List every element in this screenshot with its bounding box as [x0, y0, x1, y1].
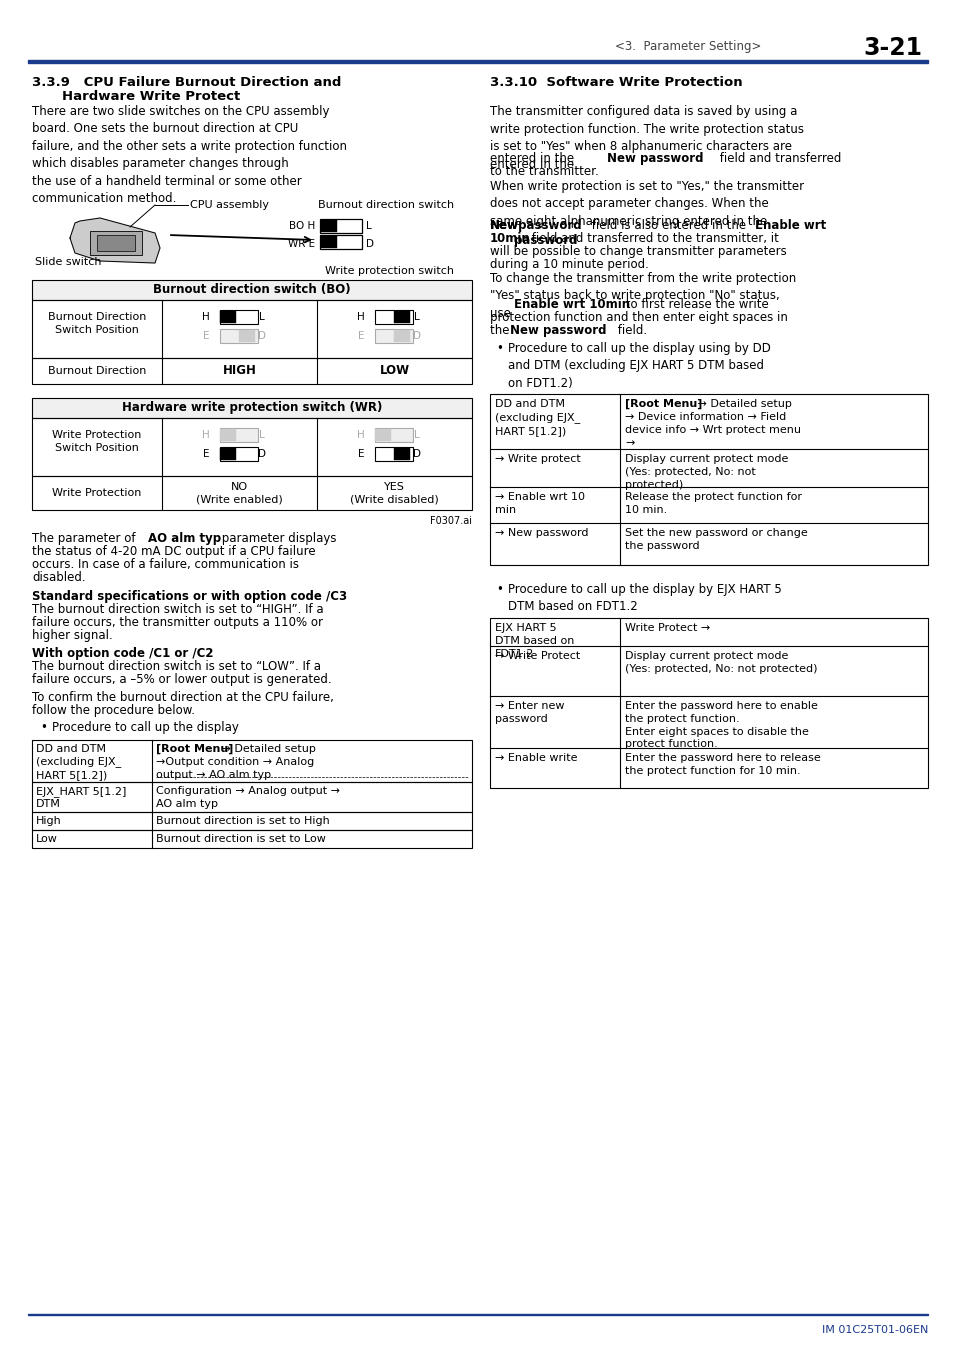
Text: YES
(Write disabled): YES (Write disabled): [350, 482, 438, 504]
Text: D: D: [257, 450, 266, 459]
Text: H: H: [202, 312, 210, 323]
Bar: [490, 394, 927, 566]
Text: E: E: [203, 450, 209, 459]
Text: 3.3.9   CPU Failure Burnout Direction and: 3.3.9 CPU Failure Burnout Direction and: [32, 76, 341, 89]
Text: entered in the: entered in the: [490, 153, 578, 165]
Text: device info → Wrt protect menu: device info → Wrt protect menu: [624, 425, 801, 435]
Text: follow the procedure below.: follow the procedure below.: [32, 703, 194, 717]
Bar: [375, 428, 413, 441]
Bar: [375, 329, 413, 343]
Bar: [220, 448, 235, 460]
Bar: [28, 1314, 927, 1315]
Bar: [375, 429, 391, 441]
Text: → Write protect: → Write protect: [495, 454, 580, 464]
Text: → Enable wrt 10
min: → Enable wrt 10 min: [495, 491, 584, 514]
Text: AO alm typ: AO alm typ: [156, 799, 218, 809]
Text: With option code /C1 or /C2: With option code /C1 or /C2: [32, 647, 213, 660]
Text: The burnout direction switch is set to “HIGH”. If a: The burnout direction switch is set to “…: [32, 603, 323, 616]
Text: L: L: [414, 431, 419, 440]
Text: WR E: WR E: [288, 239, 314, 248]
Text: field is also entered in the: field is also entered in the: [587, 219, 749, 232]
Text: Display current protect mode
(Yes: protected, No: not
protected): Display current protect mode (Yes: prote…: [624, 454, 787, 490]
Bar: [32, 740, 472, 782]
Text: LOW: LOW: [379, 364, 409, 378]
Text: output → AO alm typ: output → AO alm typ: [156, 769, 271, 780]
Text: L: L: [414, 312, 419, 323]
Bar: [32, 358, 472, 383]
Text: D: D: [413, 450, 420, 459]
Text: E: E: [357, 450, 364, 459]
Text: password: password: [514, 219, 581, 232]
Text: E: E: [357, 331, 364, 342]
Bar: [32, 279, 472, 300]
Bar: [32, 782, 472, 811]
Bar: [239, 329, 254, 342]
Text: EJX HART 5
DTM based on
FDT1.2: EJX HART 5 DTM based on FDT1.2: [495, 622, 574, 659]
Bar: [32, 300, 472, 358]
Text: Configuration → Analog output →: Configuration → Analog output →: [156, 786, 339, 796]
Bar: [319, 235, 361, 248]
Text: The transmitter configured data is saved by using a
write protection function. T: The transmitter configured data is saved…: [490, 105, 803, 170]
Text: parameter displays: parameter displays: [218, 532, 336, 545]
Text: New: New: [490, 219, 518, 232]
Text: failure occurs, a –5% or lower output is generated.: failure occurs, a –5% or lower output is…: [32, 674, 332, 686]
Bar: [90, 231, 142, 255]
Text: [Root Menu]: [Root Menu]: [624, 400, 701, 409]
Text: Burnout direction is set to Low: Burnout direction is set to Low: [156, 834, 326, 844]
Text: D: D: [413, 331, 420, 342]
Text: [Root Menu]: [Root Menu]: [156, 744, 233, 755]
Text: to the transmitter.: to the transmitter.: [490, 165, 598, 178]
Text: Standard specifications or with option code /C3: Standard specifications or with option c…: [32, 590, 347, 603]
Text: New password: New password: [510, 324, 606, 338]
Bar: [220, 310, 235, 323]
Text: Hardware write protection switch (WR): Hardware write protection switch (WR): [122, 401, 382, 414]
Text: AO alm typ: AO alm typ: [148, 532, 221, 545]
Text: Hardware Write Protect: Hardware Write Protect: [62, 90, 240, 103]
Bar: [320, 236, 336, 248]
Text: Slide switch: Slide switch: [35, 256, 101, 267]
Text: Write protection switch: Write protection switch: [325, 266, 454, 275]
Text: → Detailed setup: → Detailed setup: [693, 400, 791, 409]
Text: → New password: → New password: [495, 528, 588, 539]
Text: E: E: [203, 331, 209, 342]
Text: To confirm the burnout direction at the CPU failure,: To confirm the burnout direction at the …: [32, 691, 334, 703]
Text: will be possible to change transmitter parameters: will be possible to change transmitter p…: [490, 244, 786, 258]
Text: When write protection is set to "Yes," the transmitter
does not accept parameter: When write protection is set to "Yes," t…: [490, 180, 803, 228]
Text: → Detailed setup: → Detailed setup: [218, 744, 315, 755]
Text: There are two slide switches on the CPU assembly
board. One sets the burnout dir: There are two slide switches on the CPU …: [32, 105, 347, 205]
Text: F0307.ai: F0307.ai: [430, 516, 472, 526]
Text: Display current protect mode
(Yes: protected, No: not protected): Display current protect mode (Yes: prote…: [624, 651, 817, 674]
Text: 3-21: 3-21: [862, 36, 921, 59]
Text: Low: Low: [36, 834, 58, 844]
Text: Burnout Direction
Switch Position: Burnout Direction Switch Position: [48, 312, 146, 335]
Text: higher signal.: higher signal.: [32, 629, 112, 643]
Text: field and transferred: field and transferred: [716, 153, 841, 165]
Bar: [220, 329, 257, 343]
Text: Write Protection: Write Protection: [52, 487, 142, 498]
Text: EJX_HART 5[1.2]
DTM: EJX_HART 5[1.2] DTM: [36, 786, 126, 809]
Text: Enable wrt: Enable wrt: [754, 219, 825, 232]
Text: Enable wrt 10min: Enable wrt 10min: [514, 298, 630, 311]
Text: Write Protect →: Write Protect →: [624, 622, 709, 633]
Bar: [32, 811, 472, 830]
Text: The parameter of: The parameter of: [32, 532, 139, 545]
Text: the: the: [490, 324, 513, 338]
Bar: [220, 429, 235, 441]
Text: Burnout direction switch (BO): Burnout direction switch (BO): [153, 284, 351, 297]
Text: → Device information → Field: → Device information → Field: [624, 412, 785, 423]
Text: Enter the password here to release
the protect function for 10 min.: Enter the password here to release the p…: [624, 753, 820, 776]
Text: New password: New password: [606, 153, 702, 165]
Text: → Write Protect: → Write Protect: [495, 651, 579, 661]
Polygon shape: [70, 217, 160, 263]
Text: during a 10 minute period.: during a 10 minute period.: [490, 258, 648, 271]
Text: L: L: [259, 431, 265, 440]
Text: occurs. In case of a failure, communication is: occurs. In case of a failure, communicat…: [32, 558, 298, 571]
Text: Procedure to call up the display by EJX HART 5
DTM based on FDT1.2: Procedure to call up the display by EJX …: [507, 583, 781, 613]
Text: DD and DTM
(excluding EJX_
HART 5[1.2]): DD and DTM (excluding EJX_ HART 5[1.2]): [36, 744, 121, 780]
Bar: [490, 618, 927, 788]
Text: Burnout direction is set to High: Burnout direction is set to High: [156, 815, 330, 826]
Text: H: H: [356, 431, 364, 440]
Text: BO H: BO H: [289, 221, 314, 231]
Text: Set the new password or change
the password: Set the new password or change the passw…: [624, 528, 807, 551]
Text: field.: field.: [614, 324, 646, 338]
